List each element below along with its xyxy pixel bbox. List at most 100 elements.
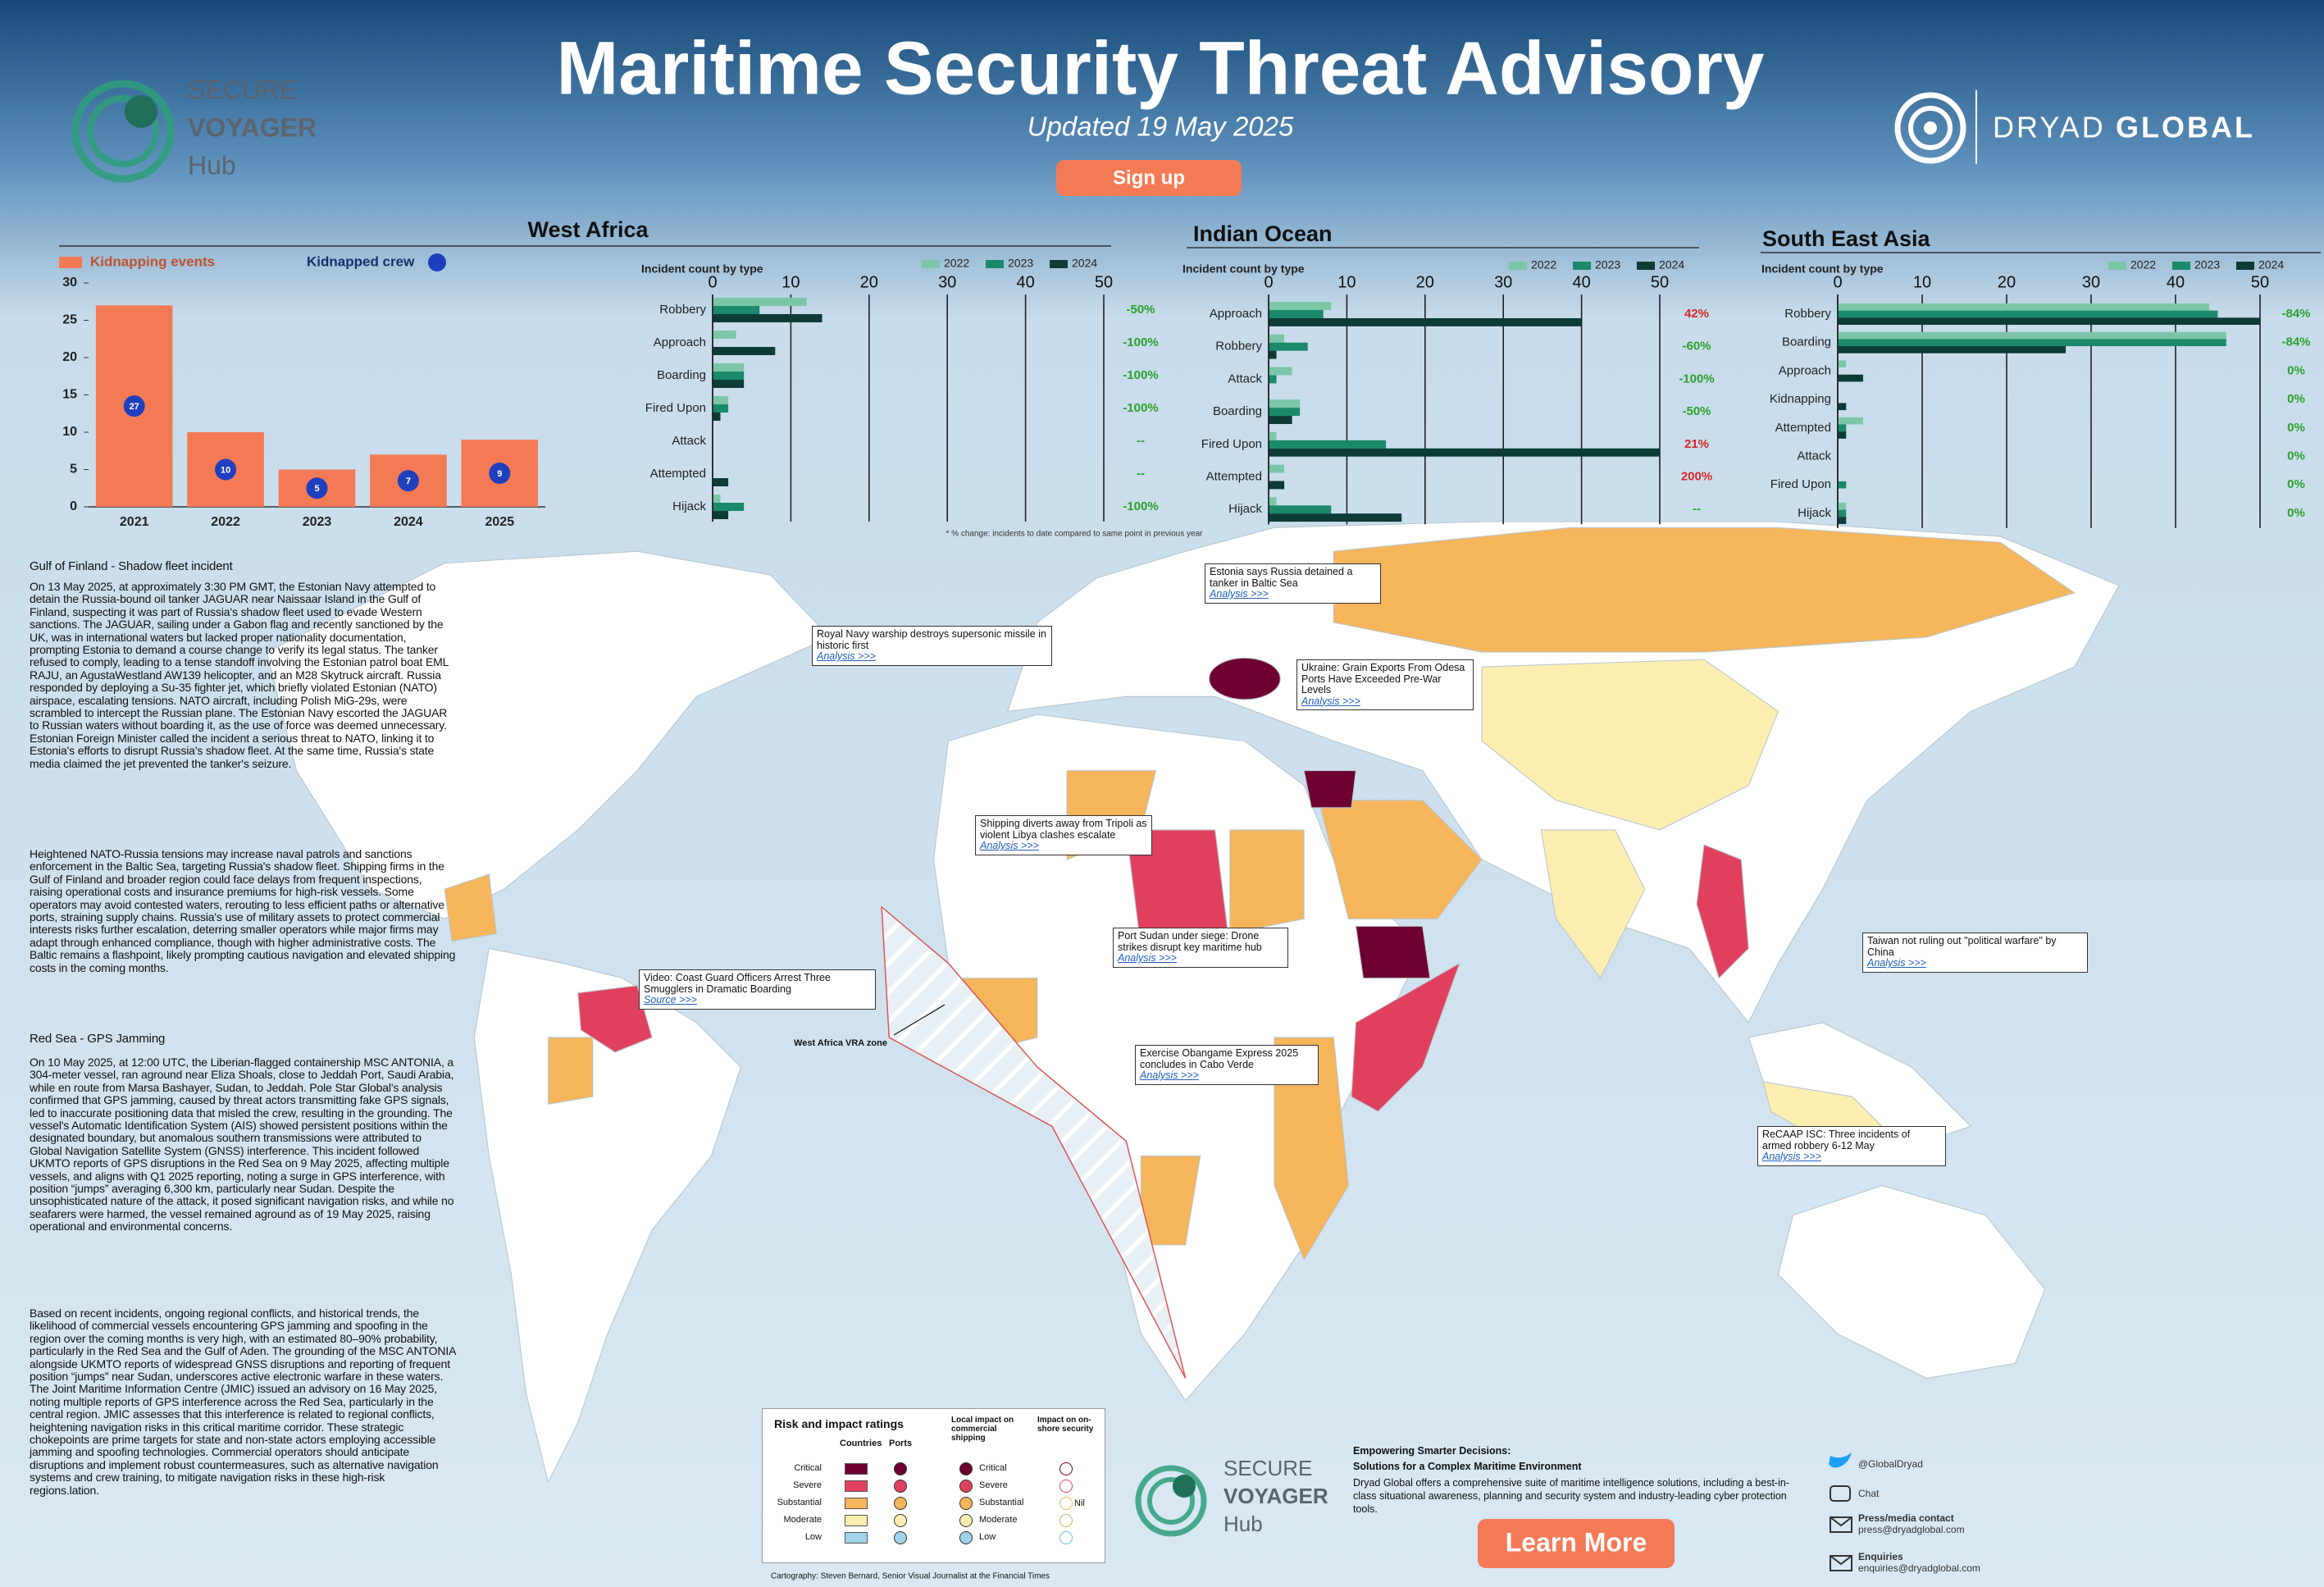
callout-link[interactable]: Analysis >>> — [1301, 695, 1360, 707]
logo-text: GLOBAL — [2116, 111, 2255, 144]
y-tick-label: Fired Upon — [1770, 477, 1831, 491]
change-label: -84% — [2281, 335, 2310, 349]
legend-onshore — [1059, 1514, 1073, 1527]
y-tick-label: Robbery — [1215, 340, 1262, 353]
legend-swatch — [845, 1515, 868, 1526]
bar — [1838, 310, 2218, 318]
change-label: -100% — [1123, 401, 1158, 415]
legend-marker — [1509, 262, 1527, 270]
change-label: -50% — [1682, 404, 1711, 418]
callout-link[interactable]: Analysis >>> — [817, 650, 876, 662]
crew-marker — [306, 477, 328, 499]
russia — [1333, 527, 2076, 653]
secure-voyager-logo: SECURE VOYAGER Hub — [71, 75, 317, 183]
bar — [713, 396, 729, 404]
east-africa — [1274, 1037, 1349, 1261]
y-tick-label: Attempted — [1775, 421, 1831, 435]
mexico — [444, 873, 497, 942]
legend-port — [894, 1531, 907, 1544]
callout-link[interactable]: Analysis >>> — [1140, 1069, 1199, 1081]
y-tick-label: Robbery — [659, 303, 706, 317]
x-tick-label: 0 — [1833, 273, 1842, 291]
callout-link[interactable]: Source >>> — [644, 994, 697, 1006]
bar — [713, 331, 736, 339]
x-tick-label: 50 — [1651, 273, 1669, 291]
bar — [1838, 360, 1847, 368]
callout-link[interactable]: Analysis >>> — [1762, 1151, 1821, 1162]
y-tick-label: Approach — [1779, 363, 1831, 377]
learn-more-button[interactable] — [1478, 1519, 1675, 1568]
legend-heading: Local impact on commercial shipping — [951, 1416, 1014, 1443]
crew-marker — [123, 395, 145, 417]
map-callout: ReCAAP ISC: Three incidents of armed rob… — [1757, 1126, 1946, 1166]
change-label: -100% — [1123, 335, 1158, 349]
bar — [1838, 517, 1847, 524]
x-tick-label: 40 — [1016, 273, 1034, 291]
callout-text: Ukraine: Grain Exports From Odesa Ports … — [1301, 662, 1465, 695]
learn-more-label[interactable]: Learn More — [1506, 1527, 1647, 1557]
legend-marker — [1637, 262, 1655, 270]
legend-swatch — [845, 1498, 868, 1509]
contact-email[interactable]: enquiries@dryadglobal.com — [1858, 1562, 1980, 1574]
legend-label: 2024 — [1659, 258, 1684, 271]
map-callout: Ukraine: Grain Exports From Odesa Ports … — [1296, 659, 1474, 710]
legend-level: Substantial — [979, 1498, 1024, 1507]
bar — [1269, 505, 1332, 514]
y-tick-label: 0 — [70, 499, 77, 513]
legend-heading: Impact on on-shore security — [1037, 1416, 1094, 1434]
footer-subheading: Solutions for a Complex Maritime Environ… — [1353, 1461, 1582, 1472]
legend-swatch — [845, 1463, 868, 1475]
legend-label: 2023 — [1008, 257, 1033, 270]
bar — [1838, 339, 2226, 347]
bar — [713, 495, 721, 503]
map-callout: Port Sudan under siege: Drone strikes di… — [1113, 928, 1288, 968]
bar — [1269, 408, 1301, 417]
change-label: -- — [1693, 502, 1701, 516]
change-label: -100% — [1123, 368, 1158, 382]
callout-link[interactable]: Analysis >>> — [980, 840, 1039, 851]
contact-email[interactable]: press@dryadglobal.com — [1858, 1524, 1965, 1535]
bar — [1269, 481, 1285, 490]
legend-level: Moderate — [979, 1515, 1018, 1525]
change-label: -50% — [1126, 303, 1155, 317]
bar — [1269, 399, 1301, 408]
x-tick-label: 20 — [1416, 273, 1434, 291]
legend-onshore — [1059, 1462, 1073, 1475]
callout-link[interactable]: Analysis >>> — [1118, 952, 1177, 964]
y-tick-label: Attempted — [650, 467, 706, 481]
axis-label: Incident count by type — [1183, 262, 1305, 276]
change-label: -- — [1137, 434, 1145, 448]
change-label: 0% — [2287, 477, 2305, 491]
y-tick-label: Fired Upon — [1201, 437, 1262, 451]
bar — [713, 503, 745, 511]
dryad-logo: DRYAD GLOBAL — [1894, 90, 2255, 164]
crew-marker — [215, 458, 237, 481]
callout-link[interactable]: Analysis >>> — [1210, 588, 1269, 600]
bar — [1269, 440, 1387, 449]
contact-chat[interactable]: Chat — [1858, 1488, 1880, 1499]
x-tick-label: 10 — [1913, 273, 1931, 291]
bar — [1269, 497, 1277, 506]
x-tick-label: 20 — [1998, 273, 2016, 291]
y-tick-label: 15 — [62, 388, 77, 402]
article-paragraph: On 13 May 2025, at approximately 3:30 PM… — [30, 580, 449, 770]
callout-text: ReCAAP ISC: Three incidents of armed rob… — [1762, 1129, 1911, 1151]
moderate-region — [1481, 659, 1779, 831]
callout-link[interactable]: Analysis >>> — [1867, 957, 1926, 969]
callout-text: Royal Navy warship destroys supersonic m… — [817, 628, 1046, 651]
change-label: 0% — [2287, 392, 2305, 406]
signup-button[interactable] — [1056, 160, 1242, 196]
map-legend: Risk and impact ratings Countries Ports … — [762, 1408, 1105, 1563]
signup-label[interactable]: Sign up — [1113, 166, 1185, 189]
crew-label: 27 — [130, 402, 139, 412]
vra-zone — [881, 905, 1187, 1379]
x-tick-label: 2024 — [394, 515, 423, 529]
change-label: -100% — [1123, 499, 1158, 513]
map-callout: Exercise Obangame Express 2025 concludes… — [1135, 1045, 1319, 1085]
x-tick-label: 2023 — [303, 515, 332, 529]
callout-text: Estonia says Russia detained a tanker in… — [1210, 566, 1353, 589]
change-label: 21% — [1684, 437, 1709, 451]
legend-impact — [959, 1480, 973, 1493]
contact-twitter[interactable]: @GlobalDryad — [1858, 1458, 1923, 1470]
legend-levels: Critical Severe Substantial Moderate Low — [771, 1460, 822, 1546]
